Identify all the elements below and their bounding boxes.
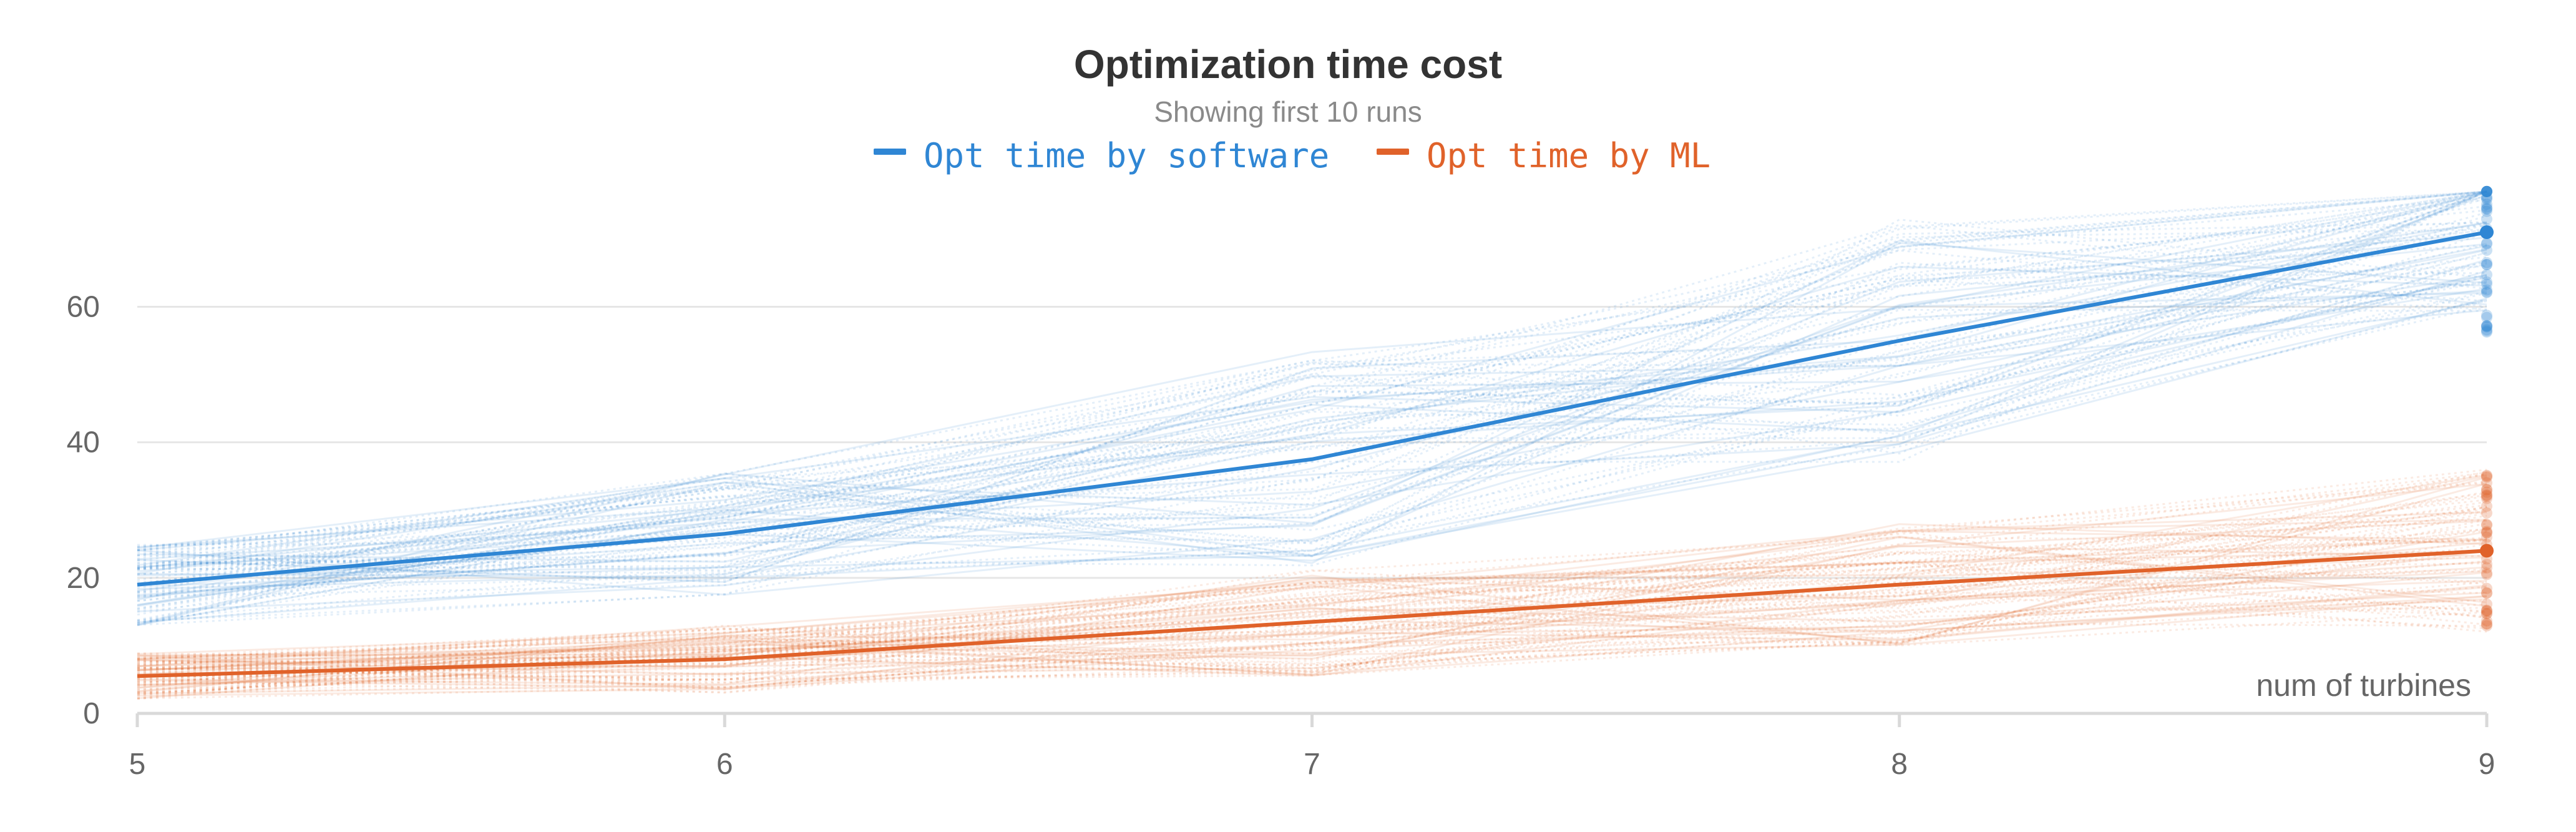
x-tick-label-8: 8 <box>1891 748 1908 781</box>
legend-swatch-software <box>874 149 906 155</box>
run-endpoint-dot <box>2481 526 2492 537</box>
run-endpoint-dot <box>2481 203 2492 215</box>
run-endpoint-dot <box>2481 238 2492 250</box>
legend-swatch-ml <box>1377 149 1409 155</box>
run-endpoint-dot <box>2481 277 2492 288</box>
run-trace <box>137 192 2487 551</box>
run-endpoint-dot <box>2481 501 2492 512</box>
legend-label-ml[interactable]: Opt time by ML <box>1427 136 1710 175</box>
run-endpoint-dot <box>2481 472 2492 483</box>
run-endpoint-dot <box>2481 608 2492 619</box>
legend: Opt time by software Opt time by ML <box>874 136 1710 175</box>
run-endpoint-dot <box>2481 489 2492 501</box>
run-endpoint-dot <box>2481 257 2492 268</box>
plot-area: 0 20 40 60 5 6 7 8 9 num of turbines <box>67 186 2496 781</box>
run-endpoint-dot <box>2481 321 2492 333</box>
legend-label-software[interactable]: Opt time by software <box>924 136 1329 175</box>
run-endpoint-dot <box>2481 186 2492 197</box>
x-axis-title: num of turbines <box>2256 668 2471 703</box>
run-endpoint-dot <box>2481 620 2492 632</box>
data-point-software[interactable] <box>2480 225 2494 239</box>
run-trace <box>137 192 2487 551</box>
y-tick-label-20: 20 <box>67 562 100 595</box>
x-tick-label-9: 9 <box>2479 748 2496 781</box>
x-tick-label-7: 7 <box>1304 748 1320 781</box>
y-tick-label-0: 0 <box>83 697 100 730</box>
y-tick-label-40: 40 <box>67 426 100 459</box>
y-tick-label-60: 60 <box>67 290 100 323</box>
x-tick-label-5: 5 <box>129 748 146 781</box>
run-trace <box>137 192 2487 551</box>
chart-subtitle: Showing first 10 runs <box>1154 95 1422 128</box>
x-tick-label-6: 6 <box>716 748 733 781</box>
chart-title: Optimization time cost <box>1074 42 1502 87</box>
run-endpoint-dot <box>2481 567 2492 579</box>
run-endpoint-dot <box>2481 588 2492 599</box>
data-point-ml[interactable] <box>2480 544 2494 557</box>
